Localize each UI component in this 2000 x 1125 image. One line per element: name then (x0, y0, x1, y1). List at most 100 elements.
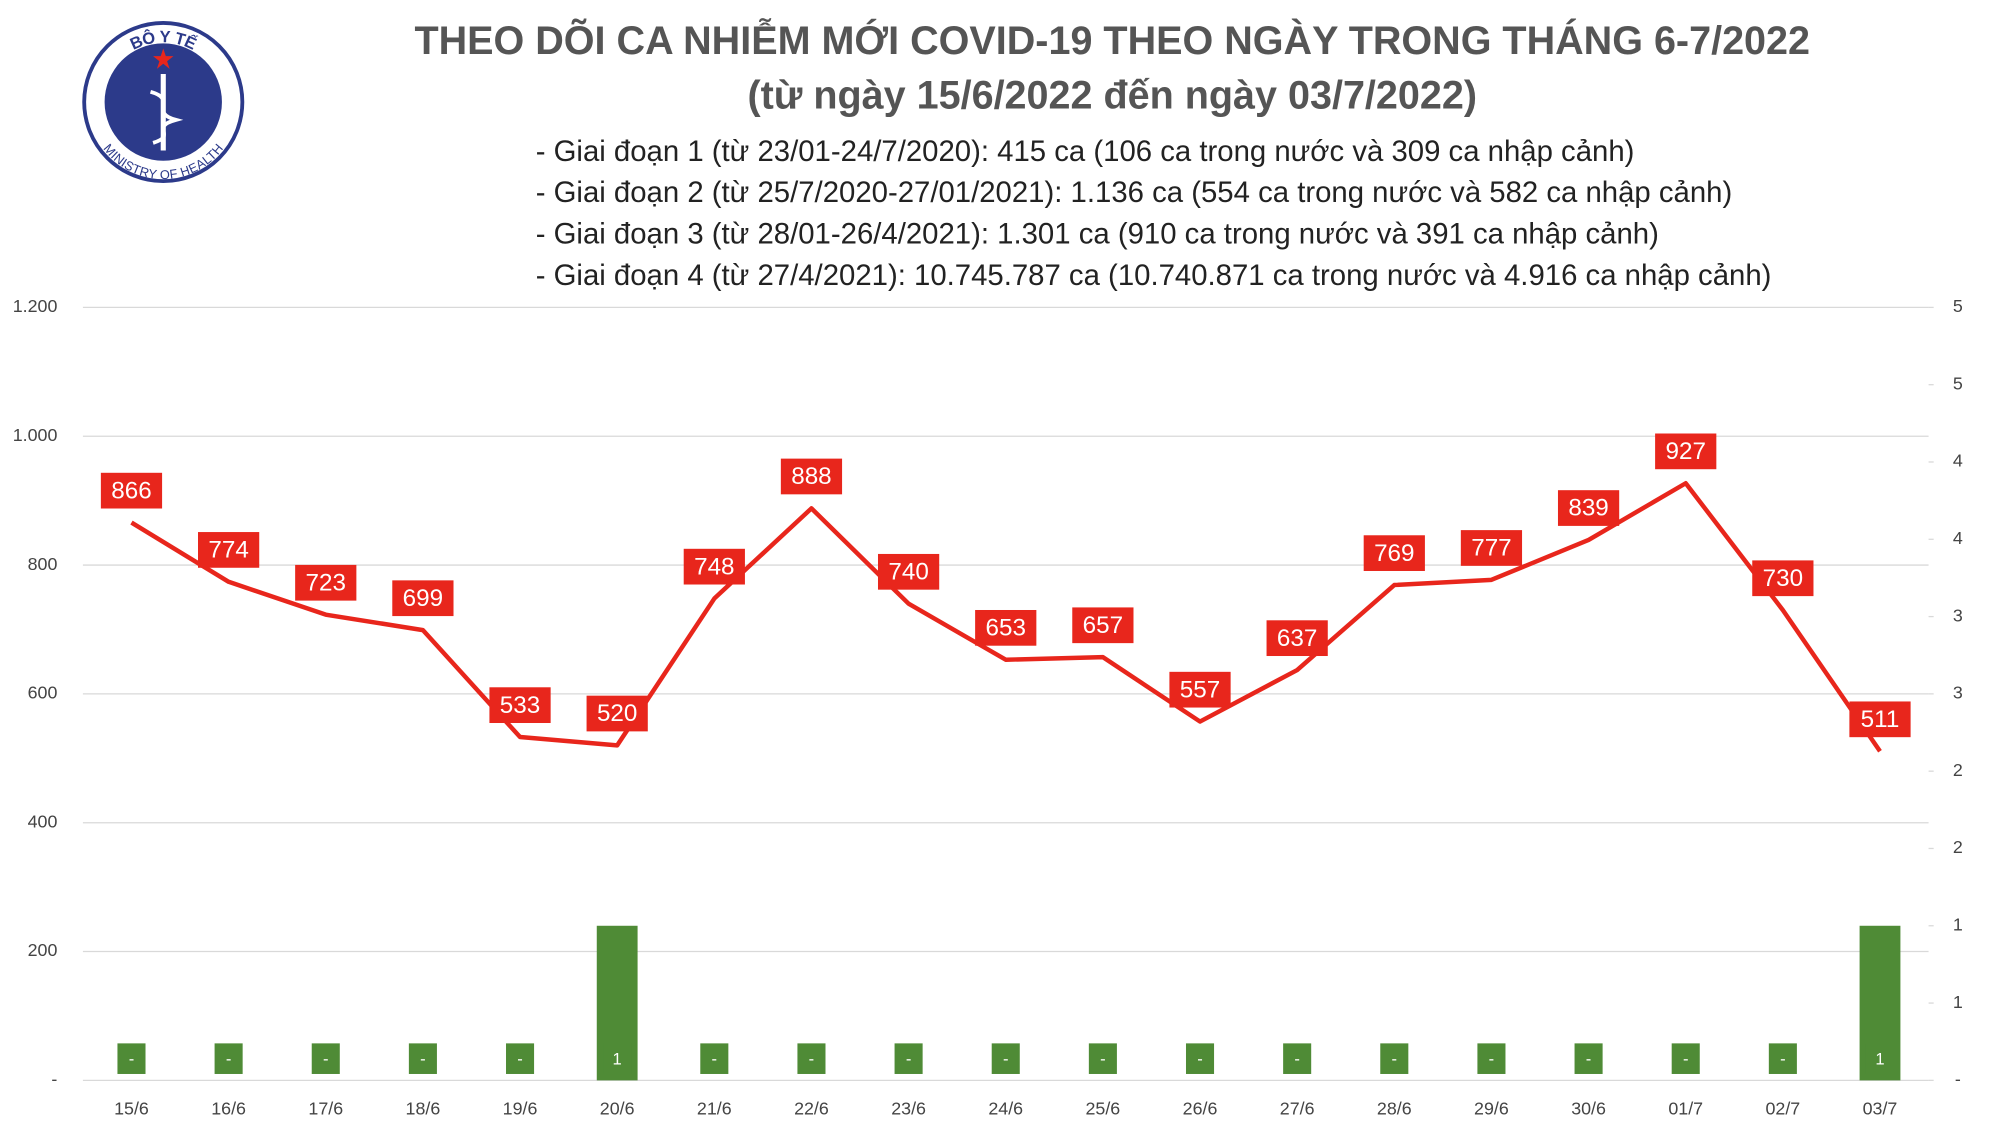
data-label-bg (1072, 607, 1134, 644)
data-label-bg (1849, 701, 1911, 738)
bar-label-bg (1768, 1043, 1797, 1074)
x-tick-label: 27/6 (1280, 1098, 1315, 1118)
data-label: 637 (1277, 625, 1317, 652)
y2-tick-label: 3 (1953, 605, 1963, 625)
x-tick-label: 15/6 (114, 1098, 149, 1118)
bar-label-bg (214, 1043, 243, 1074)
data-label-bg (975, 609, 1037, 646)
bar-label-bg (311, 1043, 340, 1074)
logo-snake (149, 89, 184, 145)
y2-tick-label: 3 (1953, 683, 1963, 703)
x-tick-label: 26/6 (1183, 1098, 1218, 1118)
data-label: 774 (208, 537, 248, 564)
x-tick-label: 25/6 (1086, 1098, 1121, 1118)
logo: BỘ Y TẾ MINISTRY OF HEALTH (82, 21, 245, 184)
x-tick-label: 16/6 (211, 1098, 246, 1118)
bar-label: - (1586, 1049, 1592, 1068)
data-label-bg (1655, 433, 1717, 470)
bar-label: - (906, 1049, 912, 1068)
bar-label-bg (117, 1043, 146, 1074)
y-tick-label: 800 (28, 554, 58, 574)
data-label-bg (1363, 535, 1425, 571)
data-label-bg (683, 548, 745, 585)
logo-star (153, 48, 174, 69)
data-label-bg (586, 695, 648, 732)
data-label-bg (1169, 671, 1231, 708)
bar-label: - (420, 1049, 426, 1068)
bar-label-bg (1477, 1043, 1506, 1074)
x-tick-label: 02/7 (1765, 1098, 1800, 1118)
bar-label: - (1489, 1049, 1495, 1068)
y2-tick-label: 1 (1953, 992, 1963, 1012)
data-label-bg (1460, 530, 1523, 566)
bar-label-bg (700, 1043, 729, 1074)
chart-subtitle: (từ ngày 15/6/2022 đến ngày 03/7/2022) (747, 74, 1477, 118)
note: - Giai đoạn 3 (từ 28/01-26/4/2021): 1.30… (536, 218, 1659, 251)
y2-tick-label: 2 (1953, 760, 1963, 780)
y2-tick-label: - (1955, 1069, 1961, 1089)
bar-label: - (517, 1049, 523, 1068)
y2-tick-label: 4 (1953, 451, 1963, 471)
bar-label-bg (1574, 1043, 1603, 1074)
x-tick-label: 22/6 (794, 1098, 829, 1118)
x-tick-label: 03/7 (1863, 1098, 1898, 1118)
note: - Giai đoạn 1 (từ 23/01-24/7/2020): 415 … (536, 135, 1635, 168)
y-tick-label: - (51, 1069, 57, 1089)
bar-label-bg (1671, 1043, 1700, 1074)
data-label-bg (100, 472, 163, 509)
x-tick-label: 19/6 (503, 1098, 538, 1118)
chart-title: THEO DÕI CA NHIỄM MỚI COVID-19 THEO NGÀY… (414, 18, 1810, 63)
bar-label-bg (1283, 1043, 1312, 1074)
bar-label: - (1683, 1049, 1689, 1068)
x-tick-label: 23/6 (891, 1098, 926, 1118)
data-label-bg (392, 580, 454, 617)
y2-tick-label: 5 (1953, 296, 1963, 316)
data-label: 557 (1180, 676, 1220, 703)
bar-label: - (1294, 1049, 1300, 1068)
bar-label: 1 (613, 1049, 622, 1068)
bar-label: - (809, 1049, 815, 1068)
data-label: 740 (888, 558, 928, 585)
bar-label: - (129, 1049, 135, 1068)
x-tick-label: 17/6 (308, 1098, 343, 1118)
data-label-bg (1752, 560, 1814, 597)
data-label: 657 (1083, 612, 1123, 639)
data-label: 520 (597, 700, 637, 727)
x-tick-label: 21/6 (697, 1098, 732, 1118)
bar-label: - (323, 1049, 329, 1068)
data-label: 730 (1763, 565, 1803, 592)
bar-label: - (1392, 1049, 1398, 1068)
bar-label: - (1003, 1049, 1009, 1068)
data-label: 866 (111, 477, 151, 504)
y-tick-label: 1.000 (13, 425, 58, 445)
data-label-bg (1557, 490, 1620, 526)
y2-tick-label: 1 (1953, 914, 1963, 934)
data-label: 723 (306, 569, 346, 596)
bar-label-bg (797, 1043, 826, 1074)
line (130, 481, 1882, 753)
bar-label: - (1780, 1049, 1786, 1068)
y-tick-label: 1.200 (13, 296, 58, 316)
bar-label: - (226, 1049, 232, 1068)
data-label-bg (1266, 620, 1328, 657)
bar-label: - (712, 1049, 718, 1068)
x-tick-label: 24/6 (988, 1098, 1023, 1118)
x-tick-label: 29/6 (1474, 1098, 1509, 1118)
data-label: 777 (1471, 535, 1511, 562)
bar-label: 1 (1875, 1049, 1884, 1068)
data-label-bg (780, 458, 843, 495)
bar-label-bg (603, 1043, 632, 1074)
note: - Giai đoạn 4 (từ 27/4/2021): 10.745.787… (536, 259, 1772, 292)
data-label-bg (295, 564, 357, 601)
y-tick-label: 200 (28, 940, 58, 960)
bar-label-bg (506, 1043, 535, 1074)
note: - Giai đoạn 2 (từ 25/7/2020-27/01/2021):… (536, 176, 1733, 209)
data-label: 888 (791, 463, 831, 490)
bar-label-bg (894, 1043, 923, 1074)
bar-label-bg (1380, 1043, 1409, 1074)
bar-label-bg (1088, 1043, 1117, 1074)
x-tick-label: 20/6 (600, 1098, 635, 1118)
x-tick-label: 28/6 (1377, 1098, 1412, 1118)
data-label-bg (489, 687, 551, 724)
data-label: 769 (1374, 540, 1414, 567)
